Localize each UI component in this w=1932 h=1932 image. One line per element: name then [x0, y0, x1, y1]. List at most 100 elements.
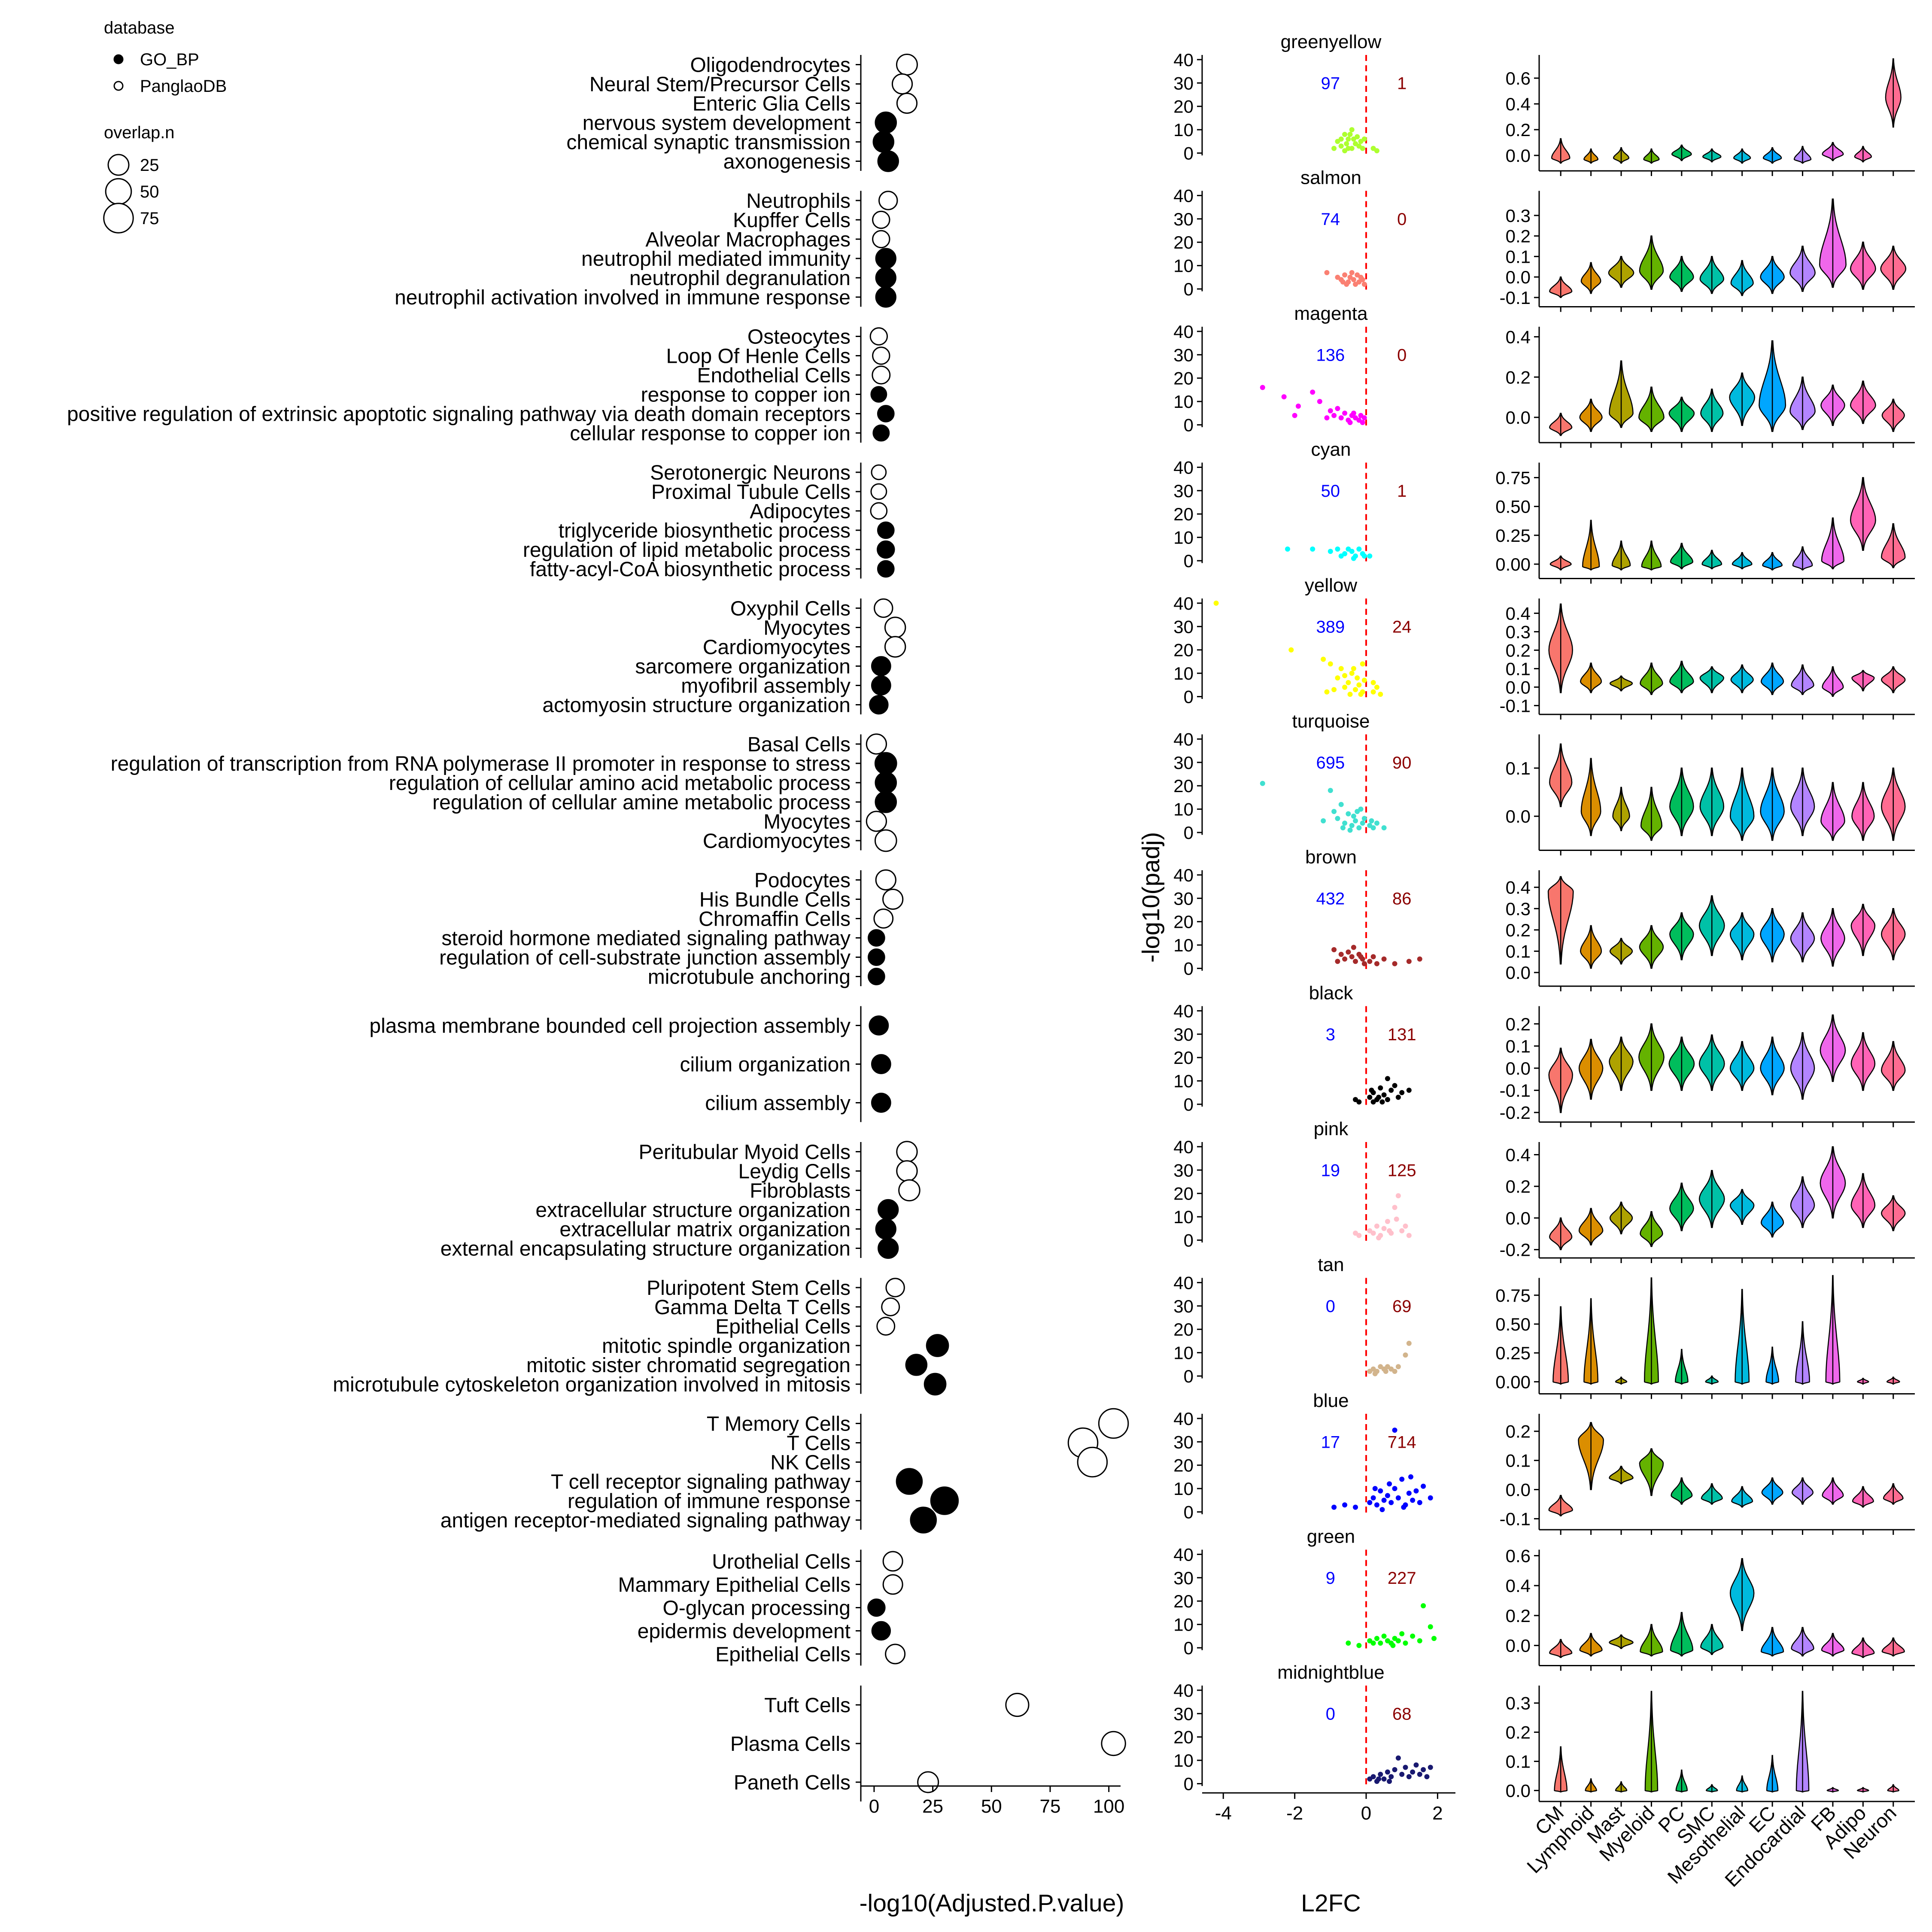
- volcano-point: [1394, 1216, 1399, 1222]
- volcano-point: [1374, 1502, 1379, 1508]
- dotplot-point: [874, 752, 897, 775]
- volcano-y-tick-label: 20: [1173, 1048, 1194, 1068]
- volcano-y-tick-label: 30: [1173, 73, 1194, 93]
- volcano-point: [1388, 1774, 1394, 1780]
- dotplot-point: [875, 869, 896, 891]
- volcano-down-count: 0: [1326, 1704, 1335, 1723]
- dotplot-point: [872, 131, 895, 153]
- volcano-point: [1381, 1633, 1387, 1639]
- legend-overlap-key: [107, 154, 130, 176]
- dotplot-term-label: Pluripotent Stem Cells: [647, 1277, 851, 1300]
- violin-y-tick-label: 0.75: [1495, 468, 1531, 488]
- volcano-y-tick-label: 20: [1173, 368, 1194, 389]
- volcano-point: [1351, 666, 1356, 671]
- volcano-point: [1392, 1205, 1397, 1210]
- dotplot-term-label: sarcomere organization: [635, 656, 851, 678]
- violin-y-tick-label: 0.4: [1506, 327, 1531, 347]
- volcano-point: [1324, 415, 1330, 421]
- volcano-point: [1395, 1094, 1401, 1100]
- violin-panel-tan: 0.00 0.25 0.50 0.75: [1495, 1275, 1915, 1399]
- legend-database-key: [113, 54, 124, 64]
- volcano-panel-magenta: magenta 0 10 20 30 40 136 0: [1173, 303, 1406, 435]
- volcano-y-tick-label: 30: [1173, 888, 1194, 908]
- legend: database GO_BP PanglaoDB overlap.n 25 50 75: [103, 18, 227, 234]
- volcano-point: [1360, 420, 1365, 425]
- dotplot-point: [871, 464, 887, 480]
- volcano-y-tick-label: 0: [1184, 823, 1194, 843]
- volcano-point: [1410, 1498, 1416, 1503]
- dotplot-point: [875, 111, 897, 134]
- violin-y-tick-label: 0.2: [1506, 640, 1531, 660]
- volcano-point: [1431, 1636, 1437, 1641]
- volcano-point: [1338, 802, 1344, 807]
- volcano-point: [1390, 1643, 1396, 1648]
- volcano-down-count: 3: [1326, 1025, 1335, 1044]
- dotplot-term-label: Basal Cells: [747, 733, 851, 756]
- volcano-point: [1321, 818, 1326, 823]
- volcano-point: [1260, 385, 1265, 390]
- volcano-y-tick-label: 20: [1173, 912, 1194, 932]
- dotplot-term-label: neutrophil activation involved in immune…: [395, 286, 851, 309]
- volcano-y-tick-label: 10: [1173, 1479, 1194, 1499]
- dotplot-point: [917, 1771, 939, 1793]
- volcano-point: [1351, 136, 1356, 142]
- volcano-point: [1392, 1486, 1397, 1492]
- violin-y-tick-label: 0.2: [1506, 120, 1531, 140]
- volcano-point: [1327, 408, 1333, 413]
- volcano-panel-title: green: [1307, 1526, 1355, 1547]
- dotplot-point: [1077, 1446, 1108, 1478]
- volcano-point: [1399, 1771, 1405, 1777]
- violin-y-tick-label: 0.0: [1506, 1636, 1531, 1656]
- volcano-point: [1370, 1774, 1376, 1780]
- dotplot-term-label: plasma membrane bounded cell projection …: [369, 1015, 851, 1038]
- volcano-point: [1281, 394, 1287, 400]
- volcano-point: [1376, 1776, 1382, 1782]
- dotplot-point: [878, 191, 898, 210]
- volcano-y-tick-label: 20: [1173, 776, 1194, 796]
- volcano-point: [1353, 687, 1358, 693]
- dotplot-term-label: mitotic spindle organization: [602, 1335, 851, 1358]
- volcano-point: [1342, 820, 1348, 826]
- legend-overlap-label: 25: [140, 156, 159, 175]
- volcano-point: [1370, 1099, 1376, 1105]
- legend-database-key: [113, 81, 124, 91]
- dotplot-term-label: Myocytes: [763, 811, 851, 833]
- volcano-y-tick-label: 40: [1173, 593, 1194, 614]
- legend-overlap-label: 75: [140, 209, 159, 228]
- volcano-y-axis-title: -log10(padj): [1137, 832, 1165, 963]
- dotplot-point: [891, 73, 913, 95]
- volcano-point: [1403, 1765, 1408, 1770]
- volcano-point: [1417, 1500, 1422, 1505]
- dotplot-term-label: Epithelial Cells: [715, 1315, 851, 1338]
- volcano-panel-title: yellow: [1305, 575, 1357, 596]
- volcano-point: [1399, 1631, 1405, 1637]
- volcano-point: [1342, 684, 1348, 690]
- dotplot-point: [926, 1334, 949, 1357]
- dotplot-term-label: Loop Of Henle Cells: [666, 345, 851, 368]
- dotplot-point: [868, 948, 885, 966]
- volcano-down-count: 74: [1321, 210, 1340, 229]
- volcano-point: [1338, 143, 1344, 149]
- volcano-y-tick-label: 0: [1184, 1774, 1194, 1794]
- dotplot-point: [1101, 1731, 1126, 1756]
- dotplot-term-label: external encapsulating structure organiz…: [440, 1238, 851, 1261]
- legend-overlap-key: [103, 203, 134, 234]
- volcano-panel-cyan: cyan 0 10 20 30 40 50 1: [1173, 439, 1406, 571]
- dotplot-term-label: regulation of immune response: [568, 1490, 851, 1513]
- volcano-point: [1355, 272, 1360, 278]
- volcano-y-tick-label: 10: [1173, 1207, 1194, 1227]
- volcano-y-tick-label: 10: [1173, 1615, 1194, 1635]
- volcano-point: [1331, 1504, 1337, 1510]
- volcano-point: [1295, 404, 1301, 409]
- volcano-point: [1372, 1371, 1378, 1376]
- violin-y-tick-label: -0.1: [1500, 696, 1531, 716]
- volcano-point: [1342, 1502, 1348, 1508]
- volcano-point: [1392, 1767, 1397, 1772]
- dotplot-term-label: extracellular matrix organization: [559, 1218, 851, 1241]
- volcano-point: [1428, 1495, 1433, 1501]
- dotplot-term-label: Peritubular Myoid Cells: [638, 1141, 851, 1164]
- volcano-point: [1392, 1083, 1397, 1088]
- dotplot-term-label: Chromaffin Cells: [699, 908, 851, 931]
- volcano-point: [1428, 1624, 1433, 1630]
